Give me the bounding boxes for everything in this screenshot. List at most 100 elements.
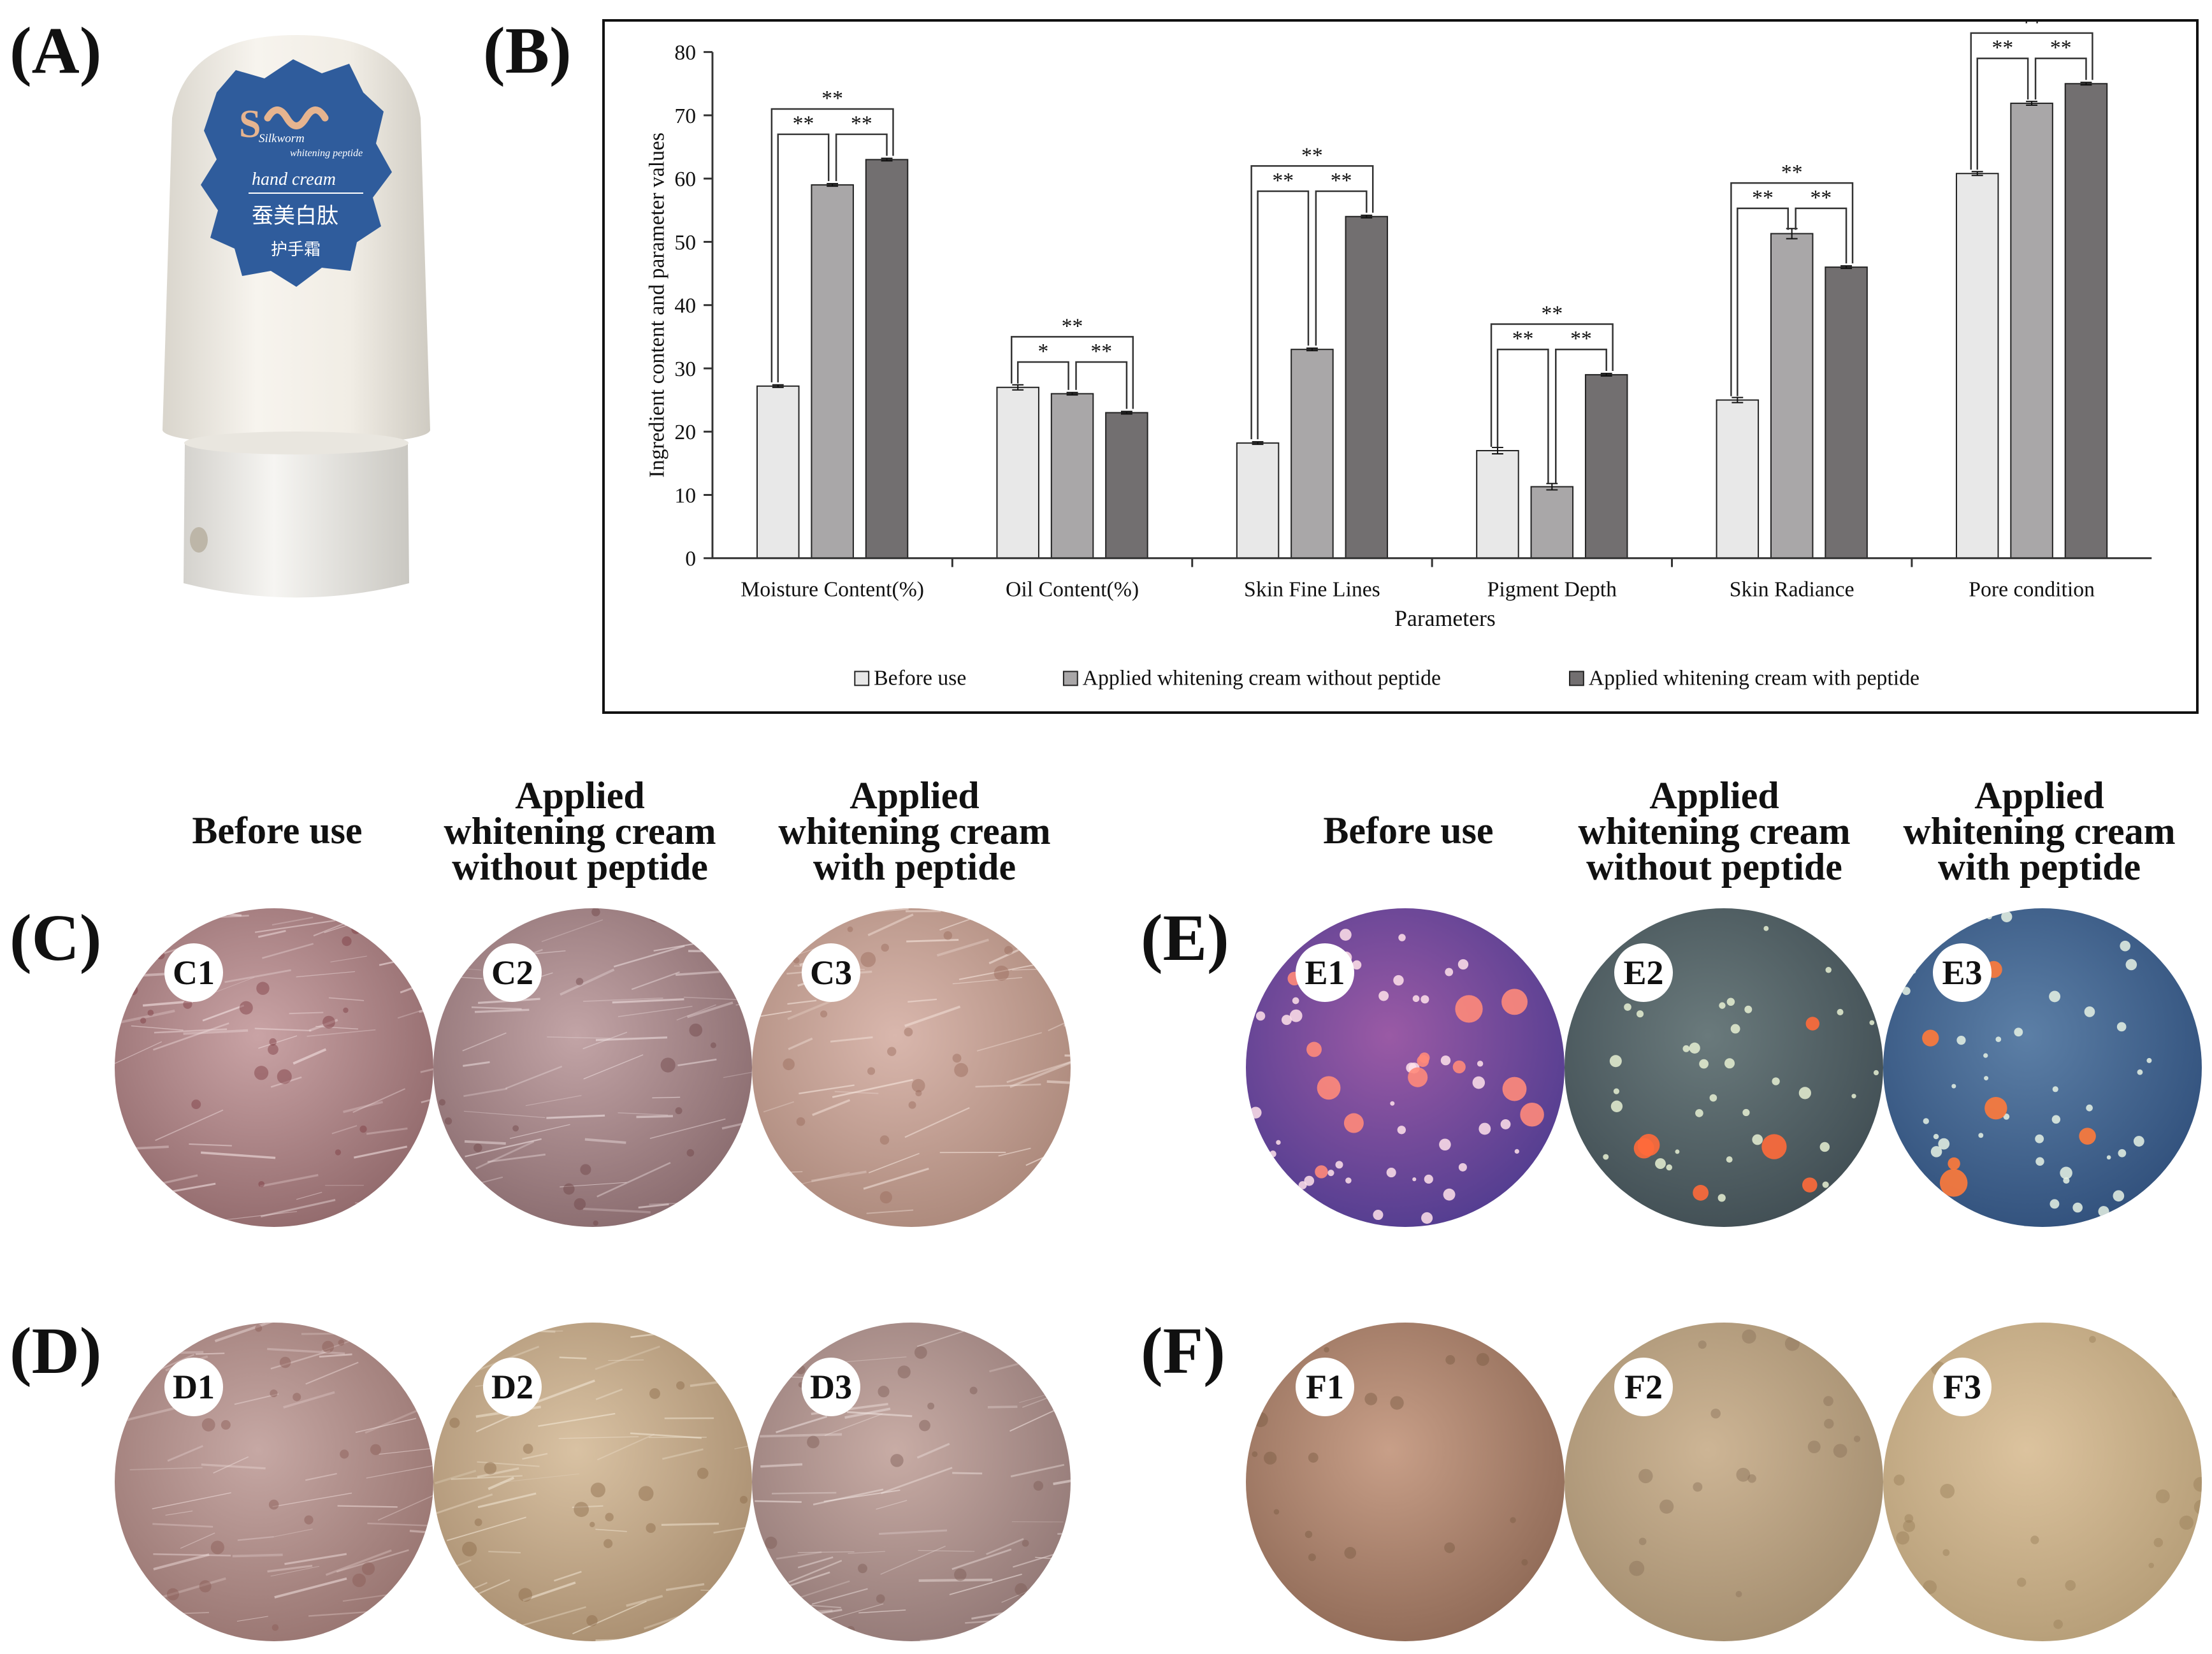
bar bbox=[756, 385, 800, 559]
circle-label: F1 bbox=[1296, 1358, 1354, 1416]
y-tick-label: 60 bbox=[674, 168, 696, 191]
x-category-label: Pore condition bbox=[1969, 577, 2095, 601]
circle-label: E2 bbox=[1614, 943, 1673, 1002]
significance-bracket bbox=[1970, 32, 2093, 170]
header-e-without: Applied whitening cream without peptide bbox=[1578, 774, 1851, 888]
significance-label: ** bbox=[1090, 340, 1112, 363]
panel-label-e: (E) bbox=[1141, 901, 1229, 975]
micrograph-d2 bbox=[433, 1323, 752, 1641]
significance-bracket bbox=[1075, 361, 1128, 409]
svg-text:S: S bbox=[239, 103, 261, 146]
significance-label: ** bbox=[851, 112, 872, 136]
circle-label: F3 bbox=[1933, 1358, 1992, 1416]
x-category-label: Pigment Depth bbox=[1487, 577, 1617, 601]
legend-swatch bbox=[854, 671, 870, 686]
significance-label: ** bbox=[1512, 327, 1534, 351]
significance-bracket bbox=[835, 133, 888, 182]
circle-label: C1 bbox=[164, 943, 223, 1002]
significance-label: ** bbox=[1781, 161, 1803, 184]
circle-label: D3 bbox=[802, 1358, 860, 1416]
bar bbox=[1770, 233, 1814, 559]
significance-label: ** bbox=[2050, 36, 2072, 60]
significance-bracket bbox=[1730, 182, 1854, 396]
circle-label: D2 bbox=[483, 1358, 542, 1416]
bar bbox=[1105, 412, 1148, 559]
significance-label: ** bbox=[1810, 186, 1832, 210]
bar bbox=[811, 184, 854, 559]
bar bbox=[2064, 83, 2108, 559]
significance-bracket bbox=[1976, 57, 2029, 170]
bar bbox=[1345, 215, 1389, 559]
significance-bracket bbox=[1250, 165, 1374, 440]
significance-bracket bbox=[1016, 361, 1069, 390]
y-tick-label: 30 bbox=[674, 358, 696, 381]
bar bbox=[1050, 393, 1094, 559]
micrograph-f3 bbox=[1883, 1323, 2202, 1641]
header-c-with: Applied whitening cream with peptide bbox=[778, 774, 1051, 888]
bar-chart-panel: 0 10 20 30 40 50 60 70 80 ** ** ** * ** ** ** ** ** ** ** *… bbox=[602, 19, 2199, 714]
significance-label: ** bbox=[1272, 169, 1294, 192]
micrograph-d1 bbox=[115, 1323, 433, 1641]
bar bbox=[1584, 374, 1628, 559]
y-tick-label: 20 bbox=[674, 421, 696, 444]
circle-label: C3 bbox=[802, 943, 860, 1002]
x-category-label: Oil Content(%) bbox=[1006, 577, 1139, 601]
bar bbox=[1825, 266, 1868, 559]
x-category-label: Skin Radiance bbox=[1730, 577, 1854, 601]
label-text-silkworm: Silkworm bbox=[259, 132, 305, 145]
micrograph-d3 bbox=[752, 1323, 1071, 1641]
significance-label: * bbox=[1037, 340, 1048, 363]
significance-bracket bbox=[1011, 336, 1134, 409]
significance-label: ** bbox=[1752, 186, 1774, 210]
micrograph-f2 bbox=[1565, 1323, 1883, 1641]
legend-swatch bbox=[1569, 671, 1584, 686]
legend-label: Before use bbox=[874, 666, 966, 690]
circle-label: C2 bbox=[483, 943, 542, 1002]
significance-label: ** bbox=[1062, 314, 1083, 338]
bar bbox=[1955, 173, 1999, 559]
micrograph-c3 bbox=[752, 908, 1071, 1227]
significance-bracket bbox=[2034, 57, 2087, 100]
panel-label-d: (D) bbox=[10, 1314, 102, 1388]
chart-legend: Before use Applied whitening cream withou… bbox=[854, 666, 1919, 690]
panel-label-c: (C) bbox=[10, 901, 102, 975]
circle-label: E3 bbox=[1933, 943, 1992, 1002]
y-axis-title: Ingredient content and parameter values bbox=[646, 133, 669, 478]
micrograph-f1 bbox=[1246, 1323, 1565, 1641]
label-text-hand-cream: hand cream bbox=[252, 170, 336, 189]
x-category-label: Skin Fine Lines bbox=[1244, 577, 1380, 601]
significance-label: ** bbox=[793, 112, 814, 136]
micrograph-e2 bbox=[1565, 908, 1883, 1227]
bar bbox=[1236, 442, 1280, 559]
significance-label: ** bbox=[821, 87, 843, 110]
legend-label: Applied whitening cream with peptide bbox=[1589, 666, 1919, 690]
label-text-cn2: 护手霜 bbox=[271, 240, 321, 259]
bar bbox=[1716, 399, 1760, 559]
y-tick-label: 80 bbox=[674, 41, 696, 65]
micrograph-e1 bbox=[1246, 908, 1565, 1227]
significance-bracket bbox=[1795, 207, 1847, 264]
bar bbox=[996, 386, 1039, 559]
significance-bracket bbox=[1490, 323, 1614, 447]
header-e-with: Applied whitening cream with peptide bbox=[1903, 774, 2176, 888]
bar bbox=[2010, 103, 2053, 559]
circle-label: D1 bbox=[164, 1358, 223, 1416]
y-tick-label: 10 bbox=[674, 484, 696, 507]
micrograph-c2 bbox=[433, 908, 752, 1227]
micrograph-c1 bbox=[115, 908, 433, 1227]
micrograph-e3 bbox=[1883, 908, 2202, 1227]
y-tick-label: 50 bbox=[674, 231, 696, 254]
significance-bracket bbox=[770, 108, 894, 382]
significance-bracket bbox=[1315, 190, 1368, 346]
significance-label: ** bbox=[1570, 327, 1592, 351]
significance-bracket bbox=[777, 133, 830, 382]
bar bbox=[1530, 486, 1574, 559]
panel-label-a: (A) bbox=[10, 14, 102, 87]
y-tick-label: 70 bbox=[674, 105, 696, 128]
circle-label: F2 bbox=[1614, 1358, 1673, 1416]
bar bbox=[865, 159, 909, 559]
significance-label: ** bbox=[1331, 169, 1352, 192]
legend-label: Applied whitening cream without peptide bbox=[1083, 666, 1441, 690]
legend-swatch bbox=[1062, 671, 1078, 686]
